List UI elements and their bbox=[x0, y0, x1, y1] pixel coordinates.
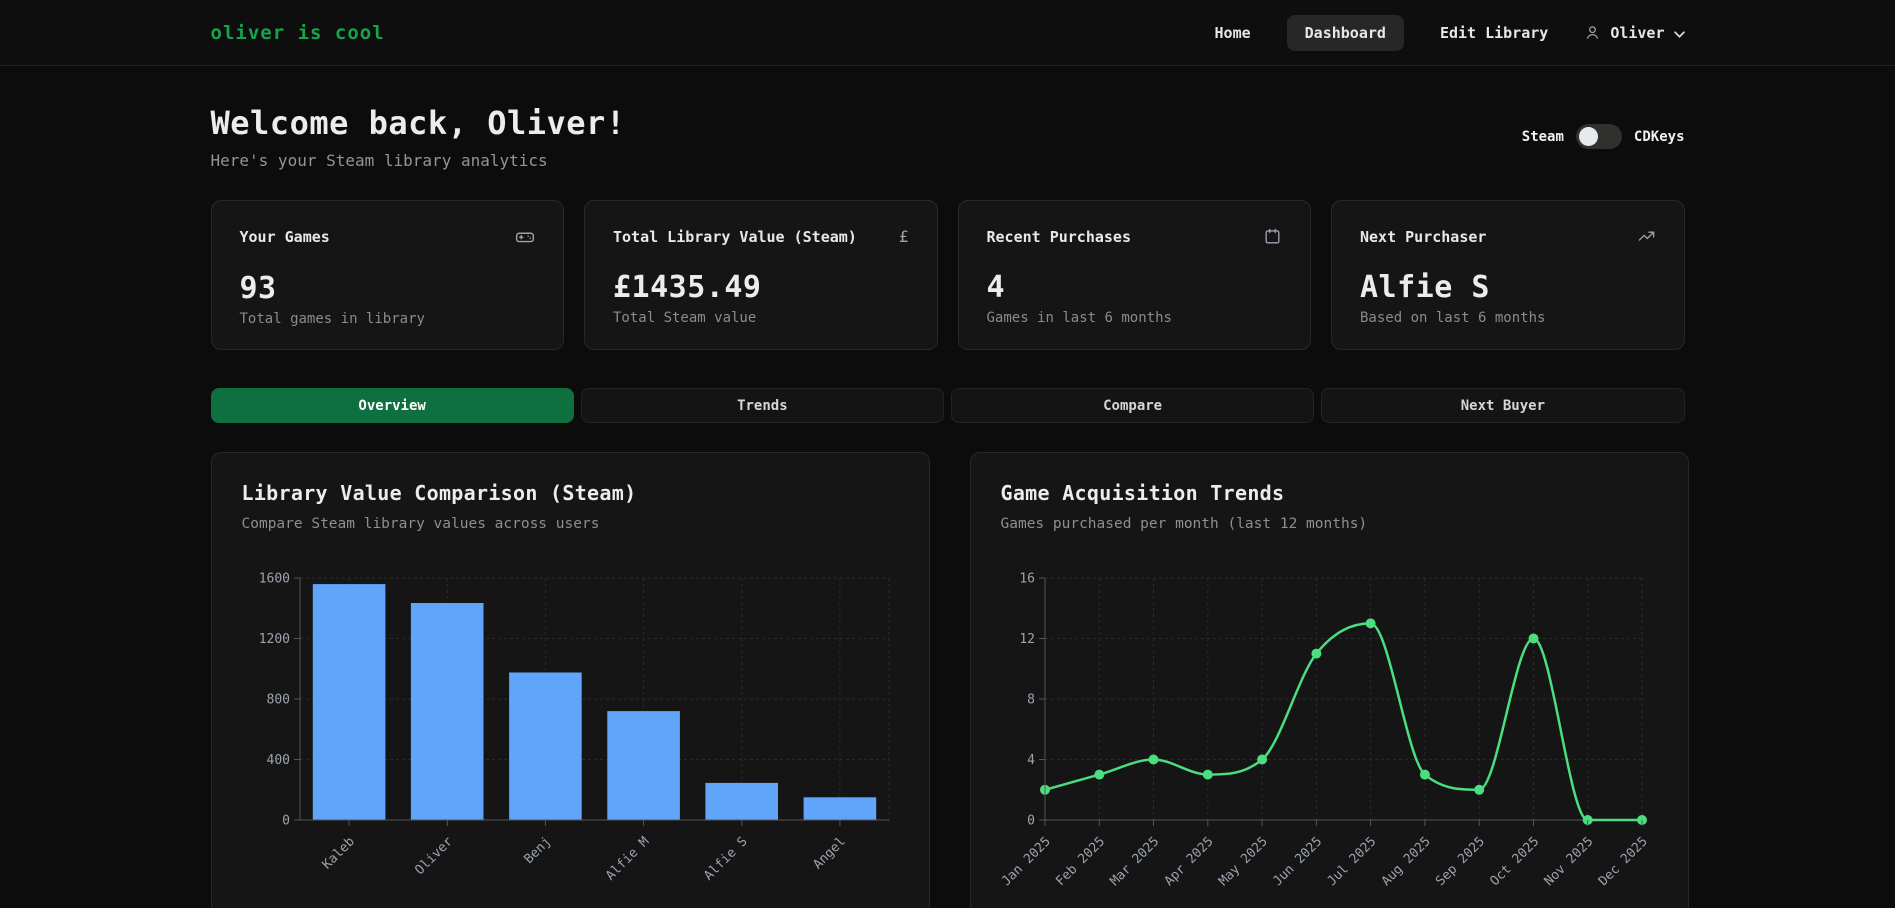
line-chart-card: Game Acquisition Trends Games purchased … bbox=[970, 452, 1689, 908]
line-chart-subtitle: Games purchased per month (last 12 month… bbox=[1001, 516, 1658, 532]
nav-item-dashboard[interactable]: Dashboard bbox=[1287, 15, 1404, 51]
svg-text:Aug 2025: Aug 2025 bbox=[1378, 834, 1433, 889]
stat-value: 93 bbox=[240, 271, 536, 306]
stat-card-your-games: Your Games 93 Total games in library bbox=[211, 200, 565, 350]
svg-text:1600: 1600 bbox=[258, 572, 289, 587]
svg-text:800: 800 bbox=[266, 693, 289, 708]
calendar-icon bbox=[1263, 227, 1282, 246]
svg-text:400: 400 bbox=[266, 753, 289, 768]
svg-text:Kaleb: Kaleb bbox=[319, 834, 357, 872]
trending-up-icon bbox=[1637, 227, 1656, 246]
stat-title: Recent Purchases bbox=[987, 228, 1132, 246]
pound-icon: £ bbox=[899, 227, 909, 246]
svg-text:Jan 2025: Jan 2025 bbox=[1001, 834, 1054, 889]
svg-text:0: 0 bbox=[1027, 814, 1035, 829]
bar-chart-card: Library Value Comparison (Steam) Compare… bbox=[211, 452, 930, 908]
stat-card-next-purchaser: Next Purchaser Alfie S Based on last 6 m… bbox=[1331, 200, 1685, 350]
svg-text:Dec 2025: Dec 2025 bbox=[1595, 834, 1650, 889]
stat-title: Your Games bbox=[240, 228, 330, 246]
stat-caption: Games in last 6 months bbox=[987, 310, 1283, 326]
tab-next-buyer[interactable]: Next Buyer bbox=[1321, 388, 1684, 423]
store-toggle-row: Steam CDKeys bbox=[1522, 124, 1685, 149]
line-chart-title: Game Acquisition Trends bbox=[1001, 481, 1658, 505]
svg-text:Apr 2025: Apr 2025 bbox=[1161, 834, 1216, 889]
svg-text:8: 8 bbox=[1027, 693, 1035, 708]
svg-text:16: 16 bbox=[1019, 572, 1035, 587]
tab-trends[interactable]: Trends bbox=[581, 388, 944, 423]
svg-text:Jul 2025: Jul 2025 bbox=[1324, 834, 1379, 889]
svg-text:Sep 2025: Sep 2025 bbox=[1433, 834, 1488, 889]
store-toggle-switch[interactable] bbox=[1576, 124, 1622, 149]
nav-item-home[interactable]: Home bbox=[1209, 15, 1257, 51]
svg-text:Angel: Angel bbox=[810, 834, 848, 872]
svg-text:Alfie M: Alfie M bbox=[603, 834, 652, 883]
stat-title: Next Purchaser bbox=[1360, 228, 1486, 246]
svg-text:Alfie S: Alfie S bbox=[701, 834, 750, 883]
svg-text:Oct 2025: Oct 2025 bbox=[1487, 834, 1542, 889]
svg-text:May 2025: May 2025 bbox=[1216, 834, 1271, 889]
top-nav: oliver is cool Home Dashboard Edit Libra… bbox=[0, 0, 1895, 66]
stat-title: Total Library Value (Steam) bbox=[613, 228, 857, 246]
gamepad-icon bbox=[515, 227, 535, 247]
svg-text:Nov 2025: Nov 2025 bbox=[1541, 834, 1596, 889]
svg-text:0: 0 bbox=[282, 814, 290, 829]
tab-bar: Overview Trends Compare Next Buyer bbox=[211, 388, 1685, 423]
svg-text:Jun 2025: Jun 2025 bbox=[1270, 834, 1325, 889]
stat-caption: Total Steam value bbox=[613, 310, 909, 326]
svg-text:1200: 1200 bbox=[258, 632, 289, 647]
tab-overview[interactable]: Overview bbox=[211, 388, 574, 423]
svg-text:Mar 2025: Mar 2025 bbox=[1107, 834, 1162, 889]
nav-links: Home Dashboard Edit Library Oliver bbox=[1209, 15, 1685, 51]
tab-compare[interactable]: Compare bbox=[951, 388, 1314, 423]
svg-text:Benj: Benj bbox=[521, 834, 554, 867]
user-name: Oliver bbox=[1610, 24, 1664, 42]
toggle-label-steam: Steam bbox=[1522, 129, 1564, 145]
chevron-down-icon bbox=[1674, 24, 1685, 42]
stat-value: Alfie S bbox=[1360, 270, 1656, 305]
stat-caption: Based on last 6 months bbox=[1360, 310, 1656, 326]
page-title: Welcome back, Oliver! bbox=[211, 104, 626, 142]
line-chart: 0 4 8 12 16 Jan 2025Feb 2025Mar 2025Apr 2025M… bbox=[1001, 562, 1658, 908]
charts-row: Library Value Comparison (Steam) Compare… bbox=[211, 452, 1685, 908]
svg-text:Feb 2025: Feb 2025 bbox=[1053, 834, 1108, 889]
user-icon bbox=[1584, 24, 1601, 41]
page-subtitle: Here's your Steam library analytics bbox=[211, 151, 626, 170]
toggle-label-cdkeys: CDKeys bbox=[1634, 129, 1685, 145]
user-menu-button[interactable]: Oliver bbox=[1584, 24, 1684, 42]
stat-value: 4 bbox=[987, 270, 1283, 305]
stat-card-library-value: Total Library Value (Steam) £ £1435.49 T… bbox=[584, 200, 938, 350]
svg-text:12: 12 bbox=[1019, 632, 1035, 647]
stat-caption: Total games in library bbox=[240, 311, 536, 327]
svg-text:4: 4 bbox=[1027, 753, 1035, 768]
nav-item-edit-library[interactable]: Edit Library bbox=[1434, 15, 1554, 51]
svg-text:Oliver: Oliver bbox=[412, 834, 456, 878]
dashboard-main: Welcome back, Oliver! Here's your Steam … bbox=[211, 66, 1685, 908]
bar-chart-title: Library Value Comparison (Steam) bbox=[242, 481, 899, 505]
stats-row: Your Games 93 Total games in library Tot… bbox=[211, 200, 1685, 350]
stat-card-recent-purchases: Recent Purchases 4 Games in last 6 month… bbox=[958, 200, 1312, 350]
bar-chart-subtitle: Compare Steam library values across user… bbox=[242, 516, 899, 532]
stat-value: £1435.49 bbox=[613, 270, 909, 305]
site-logo[interactable]: oliver is cool bbox=[211, 22, 385, 44]
bar-chart: 0 400 800 1200 1600 Kaleb Oliver Benj Alfie M Alf… bbox=[242, 562, 899, 908]
toggle-knob bbox=[1579, 127, 1598, 146]
page-header: Welcome back, Oliver! Here's your Steam … bbox=[211, 66, 1685, 170]
